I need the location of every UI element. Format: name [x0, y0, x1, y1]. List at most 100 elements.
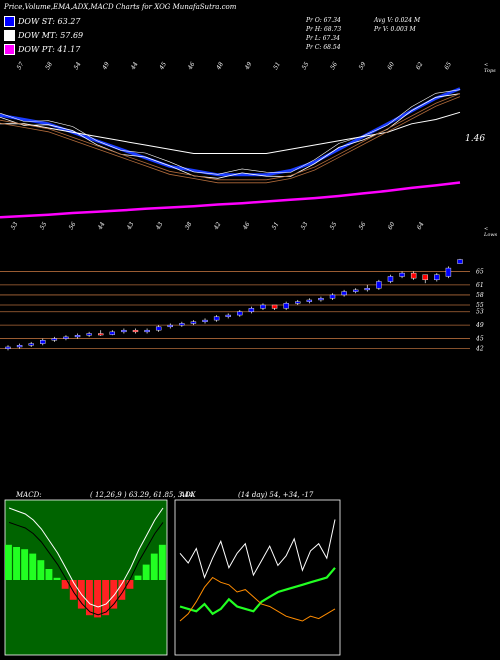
top-number-label: 54 [73, 61, 83, 71]
candle-body [40, 340, 46, 344]
candle-body [364, 288, 370, 291]
legend-label-pt: DOW PT: 41.17 [18, 45, 81, 54]
top-number-label: 49 [101, 61, 111, 72]
low-number-label: 38 [184, 221, 194, 231]
top-number-label: 55 [301, 61, 311, 71]
macd-histogram-bar [110, 580, 118, 609]
candle-body [16, 345, 23, 348]
top-number-label: 49 [243, 61, 253, 72]
low-number-label: 46 [241, 221, 251, 232]
stat-volume: Pr V: 0.003 M [374, 26, 416, 33]
top-number-label: 59 [358, 61, 368, 71]
candle-body [306, 299, 313, 302]
macd-histogram-bar [94, 580, 101, 618]
legend-dow-pt: DOW PT: 41.17 [4, 44, 80, 55]
candle-body [155, 326, 162, 331]
macd-histogram-bar [21, 549, 29, 580]
low-number-label: 43 [154, 221, 164, 232]
candle-body [352, 289, 359, 292]
adx-background [174, 499, 341, 656]
candle-body [121, 329, 127, 333]
candle-body [63, 336, 69, 339]
macd-signal-line [8, 521, 164, 616]
tops-label: < Tops [484, 62, 496, 74]
top-number-label: 44 [129, 61, 139, 72]
lows-label: < Lows [484, 226, 498, 238]
stat-close: Pr C: 68.54 [306, 44, 341, 51]
macd-params: ( 12,26,9 ) 63.29, 61.85, 3.44 [90, 491, 194, 499]
ema-band-line [0, 89, 461, 175]
candle-body [5, 346, 11, 349]
ema-line-mt [0, 111, 461, 154]
candle-body [190, 321, 197, 324]
candle-body [237, 311, 243, 316]
candle-body [445, 267, 452, 277]
macd-histogram-bar [118, 580, 126, 600]
low-number-label: 43 [125, 221, 135, 232]
low-number-label: 60 [387, 221, 397, 231]
top-number-label: 62 [415, 61, 425, 71]
legend-label-mt: DOW MT: 57.69 [18, 31, 84, 40]
candle-body [283, 303, 289, 309]
adx-line-plus-di [179, 567, 336, 616]
price-level-label: 58 [476, 292, 484, 299]
candle-body [51, 338, 58, 341]
candle-body [144, 329, 150, 333]
candle-body [341, 291, 347, 296]
legend-swatch-mt [4, 30, 15, 41]
macd-histogram-bar [69, 580, 77, 600]
candle-body [86, 333, 92, 336]
low-number-label: 55 [329, 221, 339, 231]
macd-label: MACD: [16, 491, 42, 499]
candle-body [329, 294, 336, 299]
top-number-label: 65 [443, 61, 453, 71]
macd-histogram-bar [126, 580, 134, 589]
candle-body [28, 343, 34, 346]
stat-avg-volume: Avg V: 0.024 M [374, 17, 421, 24]
ema-panel: 57 58 54 49 44 45 46 48 49 51 55 56 59 60 62 65 53 55 56 44… [0, 61, 461, 232]
macd-line [8, 507, 164, 608]
macd-histogram-bar [45, 569, 53, 580]
candle-body [179, 323, 185, 326]
price-level-label: 42 [475, 346, 484, 353]
macd-histogram-bar [86, 580, 93, 616]
legend-label-st: DOW ST: 63.27 [18, 17, 81, 26]
macd-panel [4, 499, 168, 656]
candle-body [98, 333, 104, 336]
top-number-label: 56 [329, 61, 339, 71]
candle-body [457, 259, 463, 264]
low-number-label: 64 [416, 221, 426, 231]
macd-histogram-bar [13, 547, 20, 580]
price-level-label: 65 [476, 268, 484, 275]
candle-body [74, 335, 81, 338]
top-number-label: 57 [16, 61, 26, 71]
top-number-label: 60 [386, 61, 396, 71]
candle-body [422, 274, 428, 281]
candle-body [410, 272, 417, 279]
ema-line-st [0, 87, 461, 177]
legend-dow-mt: DOW MT: 57.69 [4, 30, 83, 41]
top-number-label: 45 [158, 61, 168, 72]
macd-histogram-bar [29, 553, 37, 580]
macd-histogram-bar [5, 544, 12, 580]
candle-body [434, 274, 440, 281]
candle-body [295, 301, 301, 304]
macd-histogram-bar [158, 544, 166, 580]
ema-value-label: 1.46 [465, 134, 486, 144]
ema-line-pt [0, 181, 461, 219]
low-number-label: 44 [96, 221, 106, 232]
legend-swatch-st [4, 16, 15, 27]
candle-body [387, 276, 394, 282]
low-number-label: 42 [212, 221, 222, 232]
top-number-label: 58 [44, 61, 54, 71]
candle-body [271, 304, 278, 309]
adx-panel [174, 499, 341, 656]
candle-body [225, 314, 231, 317]
ema-band-line [0, 93, 461, 181]
stat-high: Pr H: 68.73 [306, 26, 342, 33]
low-number-label: 51 [271, 221, 281, 231]
top-number-label: 48 [215, 61, 225, 72]
top-number-label: 46 [186, 61, 196, 72]
price-level-label: 53 [476, 309, 484, 316]
price-level-label: 61 [476, 282, 484, 289]
